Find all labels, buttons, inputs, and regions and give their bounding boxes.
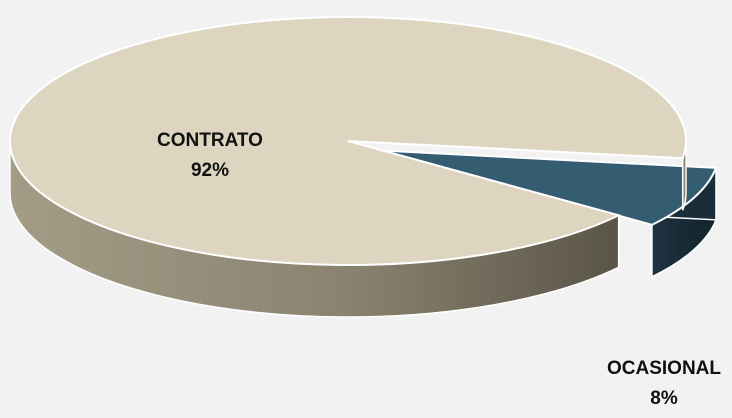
slice-label-contrato-value: 92% <box>190 160 230 181</box>
slice-label-ocasional: OCASIONAL 8% <box>596 354 732 414</box>
slice-label-contrato: CONTRATO 92% <box>140 126 280 186</box>
pie-slice-contrato <box>9 16 687 318</box>
slice-label-ocasional-value: 8% <box>650 388 678 409</box>
slice-label-ocasional-name: OCASIONAL <box>607 358 721 379</box>
slice-label-contrato-name: CONTRATO <box>157 130 263 151</box>
